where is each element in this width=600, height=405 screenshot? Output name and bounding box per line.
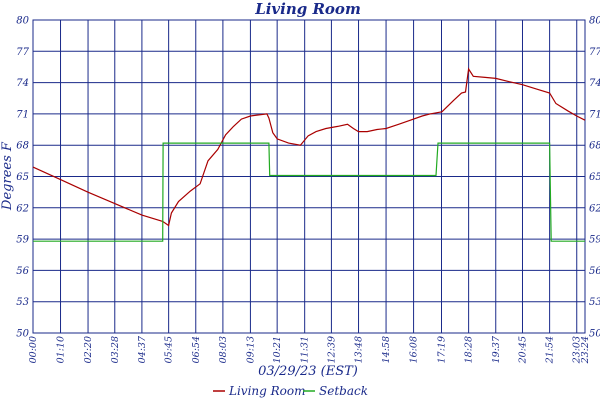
y-axis-label: Degrees F: [0, 141, 15, 211]
legend-label-1: Setback: [319, 384, 368, 398]
series-layer: [32, 67, 586, 242]
x-tick-label: 08:03: [218, 336, 229, 363]
y-tick-label-right: 77: [589, 47, 600, 58]
y-tick-label-left: 77: [16, 47, 29, 58]
x-tick-label: 19:37: [491, 335, 502, 363]
y-tick-label-left: 62: [16, 203, 29, 214]
x-tick-label: 10:21: [272, 336, 283, 363]
y-tick-label-right: 56: [589, 266, 600, 277]
y-tick-label-left: 80: [16, 16, 29, 27]
series-line-living-room: [32, 67, 586, 227]
x-tick-label: 09:13: [245, 336, 256, 363]
x-axis-label: 03/29/23 (EST): [258, 364, 358, 379]
y-tick-label-right: 50: [589, 329, 600, 340]
legend-label-0: Living Room: [228, 384, 306, 398]
y-tick-label-left: 74: [16, 78, 29, 89]
x-tick-label: 05:45: [164, 336, 175, 363]
series-line-setback: [33, 142, 585, 242]
x-tick-label: 02:20: [83, 336, 94, 363]
y-tick-label-left: 68: [16, 141, 29, 152]
legend: Living Room Setback: [213, 384, 368, 398]
y-tick-label-left: 71: [16, 109, 29, 120]
x-tick-label: 01:10: [56, 336, 67, 363]
x-tick-label: 11:31: [300, 336, 311, 363]
y-axis-left: 50 53 56 59 62 65 68 71 74 77 80: [16, 16, 29, 340]
y-tick-label-left: 50: [16, 329, 29, 340]
plot-frame: [32, 19, 586, 334]
y-tick-label-right: 62: [589, 203, 600, 214]
grid: [32, 19, 586, 334]
x-tick-label: 03:28: [110, 336, 121, 363]
x-tick-label: 04:37: [137, 335, 148, 363]
y-tick-label-right: 68: [589, 141, 600, 152]
x-tick-label: 13:48: [354, 336, 365, 363]
x-tick-label: 18:28: [464, 336, 475, 363]
x-tick-label: 20:45: [518, 336, 529, 364]
x-tick-label: 06:54: [191, 336, 202, 363]
x-axis: 00:00 01:10 02:20 03:28 04:37 05:45 06:54 08:03…: [28, 335, 591, 364]
x-tick-label: 21:54: [545, 336, 556, 364]
y-tick-label-left: 65: [16, 172, 29, 183]
y-tick-label-left: 53: [16, 297, 29, 308]
y-tick-label-left: 59: [16, 235, 29, 246]
chart-title: Living Room: [254, 0, 361, 18]
x-tick-label: 23:03: [572, 336, 583, 364]
y-tick-label-right: 71: [589, 109, 600, 120]
y-axis-right: 50 53 56 59 62 65 68 71 74 77 80: [589, 16, 600, 340]
y-tick-label-right: 59: [589, 235, 600, 246]
x-tick-label: 12:39: [326, 336, 337, 363]
y-tick-label-right: 65: [589, 172, 600, 183]
y-tick-label-right: 74: [589, 78, 600, 89]
x-tick-label: 17:19: [437, 336, 448, 363]
x-tick-label: 16:08: [409, 336, 420, 363]
x-tick-label: 23:24: [580, 336, 591, 364]
y-tick-label-left: 56: [16, 266, 29, 277]
y-tick-label-right: 53: [589, 297, 600, 308]
x-tick-label: 00:00: [28, 336, 39, 363]
x-tick-label: 14:58: [381, 336, 392, 363]
y-tick-label-right: 80: [589, 16, 600, 27]
